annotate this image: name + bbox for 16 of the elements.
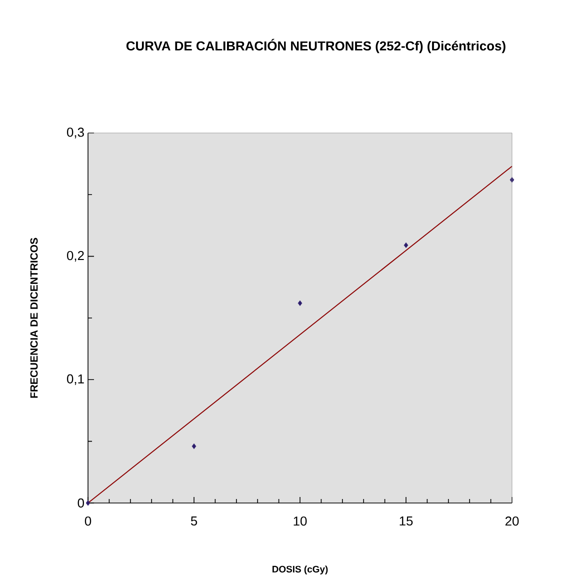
x-tick-label: 10: [294, 516, 307, 526]
y-tick-label: 0,3: [66, 128, 84, 138]
point: [404, 242, 408, 248]
x-tick-label: 0: [84, 516, 92, 526]
point: [86, 500, 90, 506]
x-tick-label: 15: [400, 516, 413, 526]
point: [298, 300, 302, 306]
y-tick-label: 0: [78, 498, 84, 508]
y-axis-title: FRECUENCIA DE DICENTRICOS: [30, 238, 38, 398]
x-axis-title: DOSIS (cGy): [272, 566, 328, 574]
x-tick-label: 5: [190, 516, 198, 526]
point: [192, 443, 196, 450]
y-tick-label: 0,1: [66, 374, 84, 385]
chart-title: CURVA DE CALIBRACIÓN NEUTRONES (252-Cf) (Dicéntricos): [126, 38, 506, 54]
y-tick-label: 0,2: [66, 250, 84, 262]
x-tick-label: 20: [505, 516, 519, 526]
